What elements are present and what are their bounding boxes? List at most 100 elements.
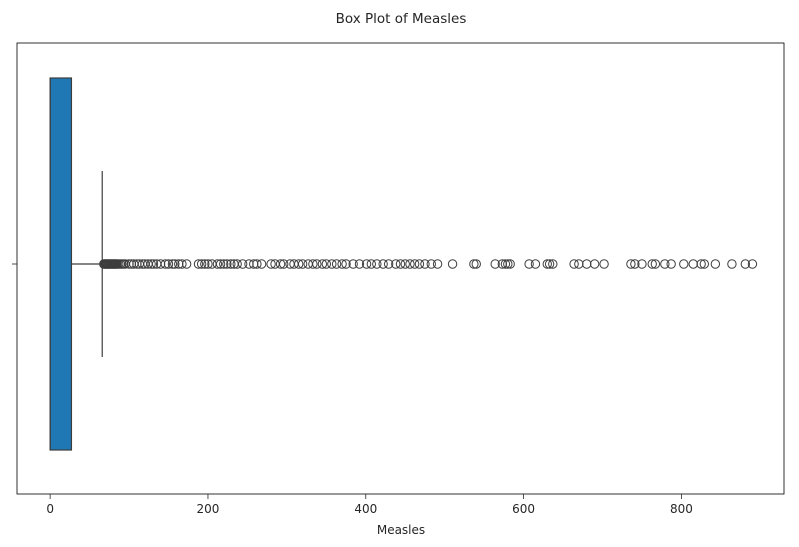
outlier-point: [372, 259, 382, 269]
outlier-point: [599, 259, 609, 269]
outlier-point: [331, 259, 342, 269]
outlier-point: [490, 259, 500, 269]
outlier-point: [426, 259, 436, 269]
outlier-point: [237, 259, 248, 269]
outlier-point: [420, 259, 430, 269]
outlier-point: [447, 259, 458, 269]
outlier-point: [167, 259, 178, 269]
outlier-point: [660, 259, 670, 269]
outlier-point: [275, 259, 286, 269]
outlier-point: [226, 259, 236, 269]
outlier-point: [203, 259, 213, 269]
outlier-point: [212, 259, 223, 269]
outlier-point: [747, 259, 758, 269]
outlier-point: [500, 259, 511, 269]
outlier-point: [354, 259, 365, 269]
outlier-point: [200, 259, 210, 269]
outlier-point: [548, 259, 558, 269]
outlier-point: [177, 259, 187, 269]
outlier-point: [219, 259, 229, 269]
outlier-point: [148, 259, 159, 269]
outlier-point: [160, 259, 171, 269]
outlier-point: [124, 259, 134, 269]
outlier-point: [196, 259, 207, 269]
outlier-point: [710, 259, 721, 269]
outlier-point: [630, 259, 640, 269]
outlier-point: [391, 259, 401, 269]
outlier-point: [524, 259, 534, 269]
x-tick-label: 600: [512, 502, 535, 516]
outlier-point: [303, 259, 313, 269]
outlier-point: [589, 259, 600, 269]
outlier-point: [215, 259, 226, 269]
outlier-point: [327, 259, 337, 269]
outlier-point: [650, 259, 661, 269]
outlier-point: [337, 259, 347, 269]
outlier-point: [405, 259, 415, 269]
outlier-point: [155, 259, 166, 269]
outlier-point: [163, 259, 174, 269]
outlier-point: [366, 259, 377, 269]
outlier-point: [174, 259, 184, 269]
outlier-point: [266, 259, 276, 269]
outlier-point: [542, 259, 552, 269]
outlier-point: [469, 259, 479, 269]
x-tick-label: 0: [46, 502, 54, 516]
outlier-point: [321, 259, 332, 269]
plot-area: [49, 77, 758, 451]
outlier-point: [249, 259, 259, 269]
chart-title: Box Plot of Measles: [336, 11, 467, 27]
x-axis: 0 200 400 600 800: [46, 494, 693, 516]
outlier-point: [252, 259, 262, 269]
outlier-point: [699, 259, 710, 269]
outlier-point: [544, 259, 555, 269]
outlier-point: [503, 259, 513, 269]
outlier-point: [181, 259, 192, 269]
outlier-point: [471, 259, 481, 269]
outlier-point: [297, 259, 308, 269]
box-iqr: [49, 77, 73, 451]
outlier-point: [383, 259, 394, 269]
outlier-point: [193, 259, 204, 269]
outlier-point: [414, 259, 425, 269]
outlier-point: [232, 259, 242, 269]
outlier-point: [244, 259, 254, 269]
outlier-point: [410, 259, 420, 269]
outlier-point: [126, 259, 137, 269]
outlier-point: [378, 259, 388, 269]
outlier-point: [497, 259, 507, 269]
outlier-point: [279, 259, 289, 269]
outlier-point: [530, 259, 541, 269]
outlier-point: [505, 259, 515, 269]
outlier-point: [170, 259, 180, 269]
outlier-point: [688, 259, 698, 269]
x-axis-label: Measles: [377, 523, 425, 537]
outlier-point: [626, 259, 636, 269]
outlier-point: [569, 259, 579, 269]
x-tick-label: 800: [670, 502, 693, 516]
outlier-point: [395, 259, 406, 269]
plot-frame: [16, 42, 785, 495]
outlier-point: [574, 259, 584, 269]
outlier-point: [582, 259, 592, 269]
outlier-point: [727, 259, 737, 269]
outlier-point: [294, 259, 304, 269]
outlier-point: [312, 259, 322, 269]
x-tick-label: 200: [197, 502, 220, 516]
outlier-point: [308, 259, 318, 269]
outlier-point: [348, 259, 358, 269]
outlier-point: [400, 259, 410, 269]
outlier-point: [341, 259, 351, 269]
outlier-point: [361, 259, 372, 269]
outlier-point: [146, 259, 156, 269]
outlier-point: [637, 259, 647, 269]
outlier-point: [132, 259, 142, 269]
outlier-point: [647, 259, 657, 269]
outlier-point: [740, 259, 751, 269]
outlier-point: [317, 259, 328, 269]
outlier-point: [222, 259, 232, 269]
outlier-point: [432, 259, 443, 269]
outlier-point: [679, 259, 689, 269]
outlier-point: [696, 259, 706, 269]
